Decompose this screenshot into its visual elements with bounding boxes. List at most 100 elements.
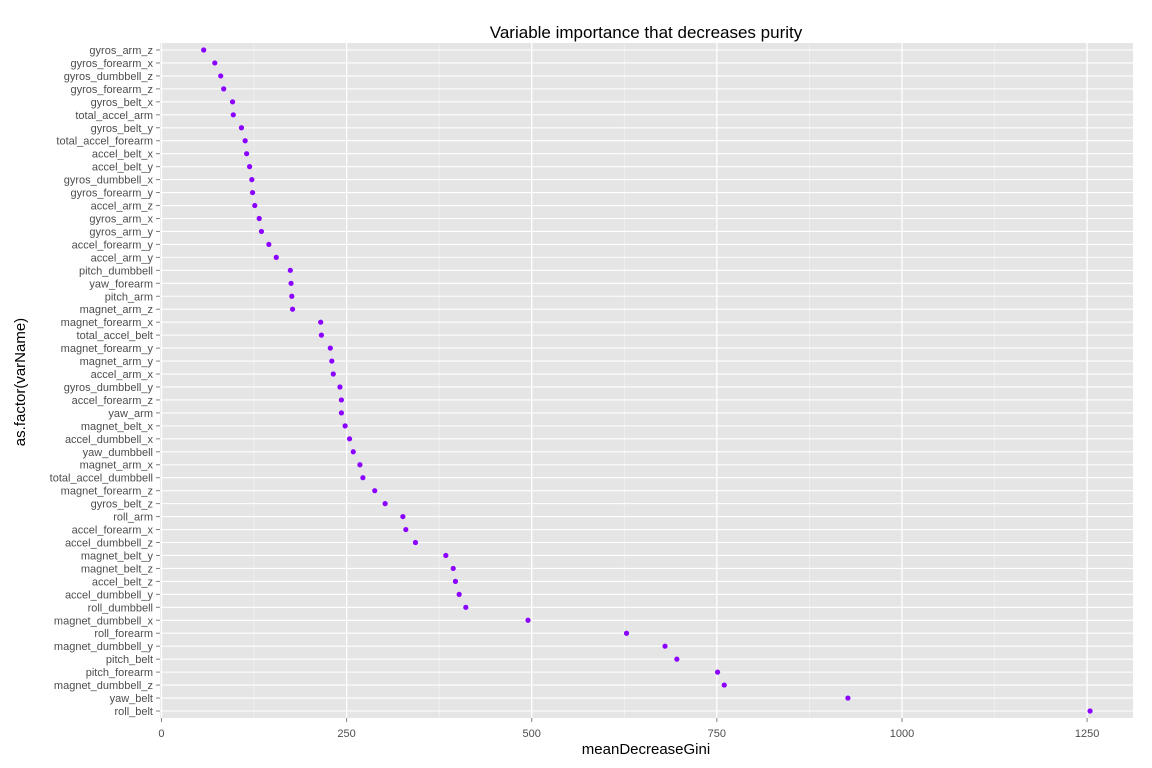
x-tick-label: 1250 (1075, 728, 1099, 740)
y-tick-label: accel_dumbbell_z (65, 538, 153, 550)
y-tick-label: gyros_dumbbell_x (64, 175, 154, 187)
y-tick-label: gyros_belt_y (91, 123, 154, 135)
x-axis: 0 250 500 750 1000 1250 (158, 718, 1099, 740)
y-tick-label: gyros_arm_x (89, 213, 153, 225)
y-tick-label: accel_arm_x (91, 369, 154, 381)
data-point (525, 617, 531, 623)
data-point (346, 436, 353, 442)
x-tick-label: 0 (158, 728, 164, 740)
y-tick-label: magnet_dumbbell_x (54, 615, 154, 627)
y-tick-label: gyros_dumbbell_z (64, 71, 153, 83)
data-point (338, 410, 345, 416)
data-point (288, 280, 294, 286)
data-point (249, 189, 256, 196)
y-tick-label: gyros_belt_z (91, 499, 153, 511)
x-tick-label: 250 (337, 728, 355, 740)
data-point (318, 332, 325, 338)
data-point (412, 539, 419, 546)
y-tick-label: magnet_forearm_x (61, 317, 154, 329)
data-point (350, 449, 356, 455)
data-point (201, 47, 207, 53)
x-axis-title: meanDecreaseGini (582, 741, 710, 758)
y-tick-label: accel_belt_y (92, 162, 154, 174)
data-point (273, 254, 279, 260)
data-point (212, 60, 218, 66)
data-point (249, 177, 255, 183)
data-point (258, 228, 265, 235)
data-point (845, 695, 851, 701)
y-tick-label: magnet_arm_x (80, 460, 154, 472)
chart-title: Variable importance that decreases purit… (490, 23, 803, 42)
y-tick-label: gyros_arm_z (89, 45, 153, 57)
data-point (229, 99, 236, 105)
data-point (218, 73, 224, 79)
data-point (329, 358, 335, 364)
data-point (289, 293, 295, 299)
data-point (463, 604, 469, 610)
x-tick-label: 1000 (890, 728, 914, 740)
y-tick-label: magnet_dumbbell_y (54, 641, 154, 653)
y-tick-label: pitch_belt (106, 654, 153, 666)
data-point (337, 384, 343, 390)
panel-background (160, 43, 1133, 718)
y-tick-label: pitch_dumbbell (79, 265, 153, 277)
data-point (238, 125, 245, 131)
y-tick-label: gyros_forearm_x (70, 58, 153, 70)
y-tick-label: yaw_dumbbell (83, 447, 153, 459)
y-tick-label: accel_belt_z (92, 576, 153, 588)
data-point (242, 138, 248, 144)
y-tick-label: total_accel_forearm (56, 136, 153, 148)
y-tick-label: magnet_belt_z (81, 563, 153, 575)
data-point (342, 423, 348, 429)
y-tick-label: yaw_belt (110, 693, 153, 705)
data-point (662, 643, 668, 649)
data-point (287, 267, 293, 273)
data-point (256, 215, 262, 222)
y-axis-title: as.factor(varName) (12, 318, 29, 446)
y-tick-label: pitch_arm (105, 291, 153, 303)
y-tick-label: magnet_forearm_y (61, 343, 154, 355)
data-point (714, 669, 721, 675)
y-tick-label: accel_arm_z (91, 201, 153, 213)
y-tick-label: accel_forearm_x (72, 525, 154, 537)
y-tick-label: roll_belt (114, 706, 153, 718)
y-tick-label: magnet_belt_y (81, 550, 154, 562)
y-tick-label: magnet_arm_y (80, 356, 154, 368)
y-tick-label: accel_arm_y (91, 252, 154, 264)
y-tick-label: gyros_dumbbell_y (64, 382, 154, 394)
y-tick-label: gyros_arm_y (89, 226, 153, 238)
data-point (252, 202, 258, 209)
data-point (372, 488, 378, 494)
data-point (360, 475, 366, 481)
y-tick-label: roll_dumbbell (88, 602, 153, 614)
data-point (443, 552, 449, 559)
data-point (721, 682, 727, 688)
data-point (330, 371, 336, 377)
data-point (674, 656, 680, 662)
y-tick-label: pitch_forearm (86, 667, 153, 679)
grid-lines (160, 43, 1133, 718)
y-tick-label: roll_forearm (94, 628, 153, 640)
data-point (382, 501, 388, 507)
y-tick-label: yaw_arm (108, 408, 153, 420)
y-tick-label: gyros_belt_x (91, 97, 154, 109)
data-point (357, 462, 363, 468)
y-tick-label: gyros_forearm_z (70, 84, 153, 96)
y-tick-label: total_accel_arm (75, 110, 153, 122)
y-tick-label: total_accel_dumbbell (50, 473, 153, 485)
y-tick-label: magnet_forearm_z (61, 486, 153, 498)
data-point (230, 112, 236, 118)
data-point (623, 630, 630, 636)
x-tick-label: 500 (523, 728, 541, 740)
y-tick-label: accel_dumbbell_y (65, 589, 154, 601)
data-point (400, 513, 406, 520)
data-point (244, 151, 250, 157)
data-point (1087, 708, 1093, 714)
data-point (403, 526, 409, 533)
data-point (450, 565, 456, 572)
y-tick-label: magnet_arm_z (80, 304, 153, 316)
data-point (246, 164, 253, 170)
y-tick-label: gyros_forearm_y (70, 188, 153, 200)
y-tick-label: accel_dumbbell_x (65, 434, 154, 446)
